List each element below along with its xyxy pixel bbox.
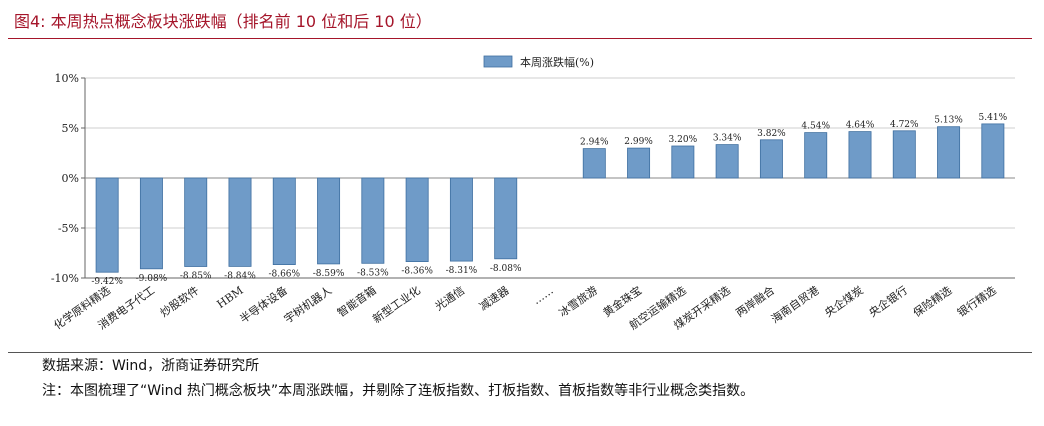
y-tick-label: 5%: [62, 122, 79, 135]
data-label: -8.59%: [313, 269, 345, 279]
x-tick-label: 海南自贸港: [768, 283, 821, 326]
data-label: -9.42%: [91, 277, 123, 287]
bar: [892, 130, 916, 179]
x-tick-label: ……: [530, 284, 555, 307]
data-label: 3.20%: [669, 135, 698, 145]
data-label: -8.36%: [401, 267, 433, 277]
x-tick-label: 银行精选: [955, 283, 999, 320]
bar: [361, 177, 385, 264]
x-tick-label: 减速器: [477, 284, 511, 314]
bar: [582, 148, 606, 179]
y-tick-label: -10%: [51, 272, 79, 285]
bar: [715, 144, 739, 179]
data-label: -8.31%: [446, 266, 478, 276]
data-label: 2.99%: [624, 137, 653, 147]
bar: [405, 177, 429, 262]
data-label: 4.54%: [801, 122, 830, 132]
bar: [804, 132, 828, 179]
bar: [449, 177, 473, 262]
bar: [184, 177, 208, 267]
figure-title: 图4: 本周热点概念板块涨跌幅（排名前 10 位和后 10 位）: [14, 12, 432, 31]
chart-container: 10% 5% 0% -5% -10% 本周涨跌幅(%) -9.42% 化学原料精选 -9.08%…: [40, 48, 1030, 348]
y-tick-label: 10%: [55, 72, 79, 85]
bar: [95, 177, 119, 273]
bar-chart: 10%5%0%-5%-10%本周涨跌幅(%)-9.42%化学原料精选-9.08%…: [51, 55, 1015, 332]
bar: [937, 126, 961, 179]
data-label: 5.41%: [979, 113, 1008, 123]
title-divider: [8, 38, 1032, 39]
x-tick-label: 半导体设备: [237, 283, 290, 326]
y-tick-label: -5%: [58, 222, 79, 235]
data-label: 4.64%: [846, 121, 875, 131]
bar: [848, 131, 872, 179]
x-tick-label: 宇树机器人: [281, 283, 334, 326]
bar: [671, 145, 695, 179]
data-label: 2.94%: [580, 138, 609, 148]
data-label: -8.66%: [268, 270, 300, 280]
bar: [981, 123, 1005, 179]
footer-divider: [8, 352, 1032, 353]
legend-swatch: [483, 55, 513, 68]
x-tick-label: 央企煤炭: [822, 283, 866, 320]
bar: [272, 177, 296, 265]
data-label: 4.72%: [890, 120, 919, 130]
x-tick-label: HBM: [215, 284, 246, 311]
x-tick-label: 光通信: [432, 283, 467, 313]
y-tick-label: 0%: [62, 172, 79, 185]
data-label: -8.08%: [490, 264, 522, 274]
data-source: 数据来源：Wind，浙商证券研究所: [42, 358, 260, 374]
data-label: -8.84%: [224, 271, 256, 281]
x-tick-label: 冰雪旅游: [556, 283, 600, 320]
data-label: -8.85%: [180, 272, 212, 282]
x-tick-label: 央企银行: [866, 283, 910, 320]
bar: [139, 177, 163, 270]
x-tick-label: 炒股软件: [157, 283, 201, 320]
data-label: 3.82%: [757, 129, 786, 139]
legend-label: 本周涨跌幅(%): [520, 55, 594, 69]
bar: [494, 177, 518, 260]
bar: [627, 147, 651, 179]
data-label: -9.08%: [136, 274, 168, 284]
data-label: -8.53%: [357, 268, 389, 278]
x-tick-label: 新型工业化: [370, 283, 423, 326]
bar: [317, 177, 341, 265]
bar: [759, 139, 783, 179]
x-tick-label: 保险精选: [910, 283, 954, 320]
data-label: 3.34%: [713, 134, 742, 144]
chart-note: 注：本图梳理了“Wind 热门概念板块”本周涨跌幅，并剔除了连板指数、打板指数、…: [42, 383, 755, 399]
bar: [228, 177, 252, 267]
data-label: 5.13%: [934, 116, 963, 126]
